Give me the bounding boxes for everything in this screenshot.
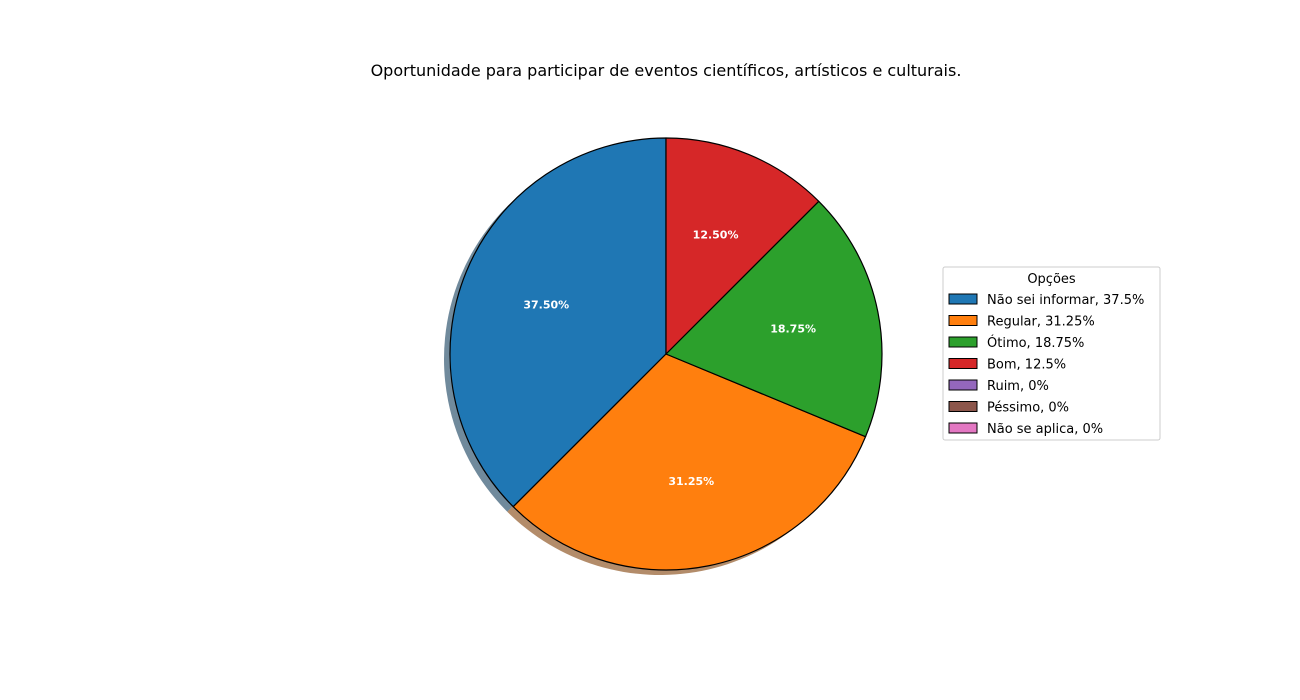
pie-label-regular: 31.25%: [668, 475, 714, 488]
legend-swatch-pessimo: [948, 401, 978, 412]
pie-slice-regular: [512, 353, 867, 571]
legend-swatch-bom: [948, 358, 978, 369]
pie-labels-group: 37.50% 31.25% 18.75% 12.50%: [523, 228, 816, 488]
legend-swatch-ruim: [948, 379, 978, 391]
legend-label-nao-se-aplica: Não se aplica, 0%: [987, 422, 1103, 437]
pie-slices-group: [449, 137, 883, 571]
pie-label-bom: 12.50%: [693, 228, 739, 241]
legend-swatch-nao-sei-informar: [948, 293, 978, 305]
legend-swatch-otimo: [948, 336, 978, 348]
legend-entries: Não sei informar, 37.5% Regular, 31.25% Ót…: [948, 293, 1144, 437]
legend: Opções Não sei informar, 37.5% Regular, 3…: [942, 266, 1161, 441]
legend-swatch-regular: [948, 315, 978, 326]
legend-label-pessimo: Péssimo, 0%: [987, 401, 1069, 416]
pie-slice-bom: [665, 137, 820, 355]
pie-label-nao-sei-informar: 37.50%: [523, 298, 569, 311]
legend-label-ruim: Ruim, 0%: [987, 379, 1049, 394]
legend-title: Opções: [1027, 272, 1076, 287]
chart-title: Oportunidade para participar de eventos …: [371, 61, 962, 80]
legend-frame: [942, 266, 1161, 441]
legend-label-bom: Bom, 12.5%: [987, 358, 1066, 373]
legend-label-nao-sei-informar: Não sei informar, 37.5%: [987, 293, 1144, 308]
legend-swatch-nao-se-aplica: [948, 422, 978, 434]
pie-label-otimo: 18.75%: [770, 323, 816, 336]
pie-slice-nao-sei-informar: [449, 137, 667, 508]
legend-label-otimo: Ótimo, 18.75%: [987, 335, 1084, 351]
pie-slice-otimo: [665, 200, 883, 438]
legend-label-regular: Regular, 31.25%: [987, 315, 1095, 330]
